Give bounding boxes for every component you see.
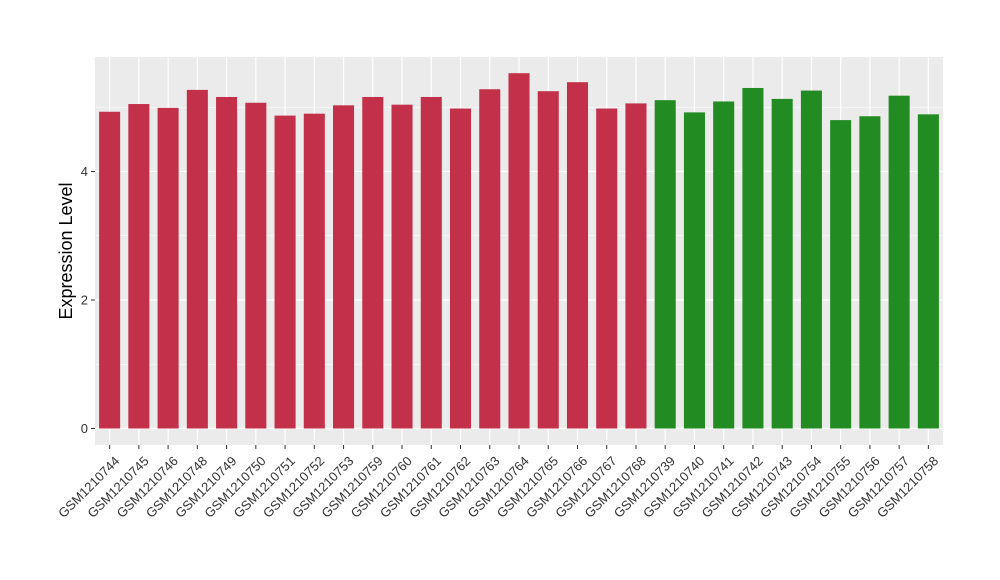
bar-GSM1210755 bbox=[830, 120, 852, 429]
bar-GSM1210748 bbox=[186, 89, 208, 429]
bar-GSM1210752 bbox=[303, 113, 325, 429]
bar-GSM1210765 bbox=[537, 91, 559, 429]
bar-GSM1210767 bbox=[596, 108, 618, 429]
bar-GSM1210763 bbox=[479, 89, 501, 429]
bar-GSM1210740 bbox=[683, 112, 705, 429]
bar-GSM1210760 bbox=[391, 104, 413, 429]
bar-GSM1210753 bbox=[333, 105, 355, 429]
bar-GSM1210751 bbox=[274, 115, 296, 429]
bar-GSM1210743 bbox=[771, 98, 793, 429]
bar-GSM1210758 bbox=[917, 114, 939, 429]
y-tick-label: 4 bbox=[81, 164, 88, 179]
bars-group bbox=[99, 73, 939, 429]
bar-GSM1210750 bbox=[245, 102, 267, 429]
bar-GSM1210756 bbox=[859, 116, 881, 429]
bar-GSM1210739 bbox=[654, 100, 676, 429]
bar-GSM1210761 bbox=[420, 96, 442, 429]
y-tick-label: 2 bbox=[81, 293, 88, 308]
x-axis: GSM1210744GSM1210745GSM1210746GSM1210748… bbox=[55, 445, 941, 521]
bar-GSM1210742 bbox=[742, 87, 764, 429]
bar-GSM1210757 bbox=[888, 95, 910, 429]
y-axis-label: Expression Level bbox=[56, 182, 76, 319]
y-axis: 0 2 4 bbox=[81, 164, 95, 436]
bar-GSM1210754 bbox=[800, 90, 822, 429]
bar-GSM1210749 bbox=[216, 96, 238, 429]
bar-GSM1210745 bbox=[128, 104, 150, 429]
bar-GSM1210762 bbox=[449, 108, 472, 429]
bar-GSM1210744 bbox=[99, 111, 121, 429]
bar-GSM1210741 bbox=[713, 101, 735, 429]
bar-GSM1210768 bbox=[625, 103, 647, 429]
y-tick-label: 0 bbox=[81, 421, 88, 436]
bar-GSM1210766 bbox=[566, 82, 589, 429]
bar-GSM1210759 bbox=[362, 96, 384, 429]
bar-GSM1210746 bbox=[157, 107, 179, 429]
bar-GSM1210764 bbox=[508, 73, 530, 429]
